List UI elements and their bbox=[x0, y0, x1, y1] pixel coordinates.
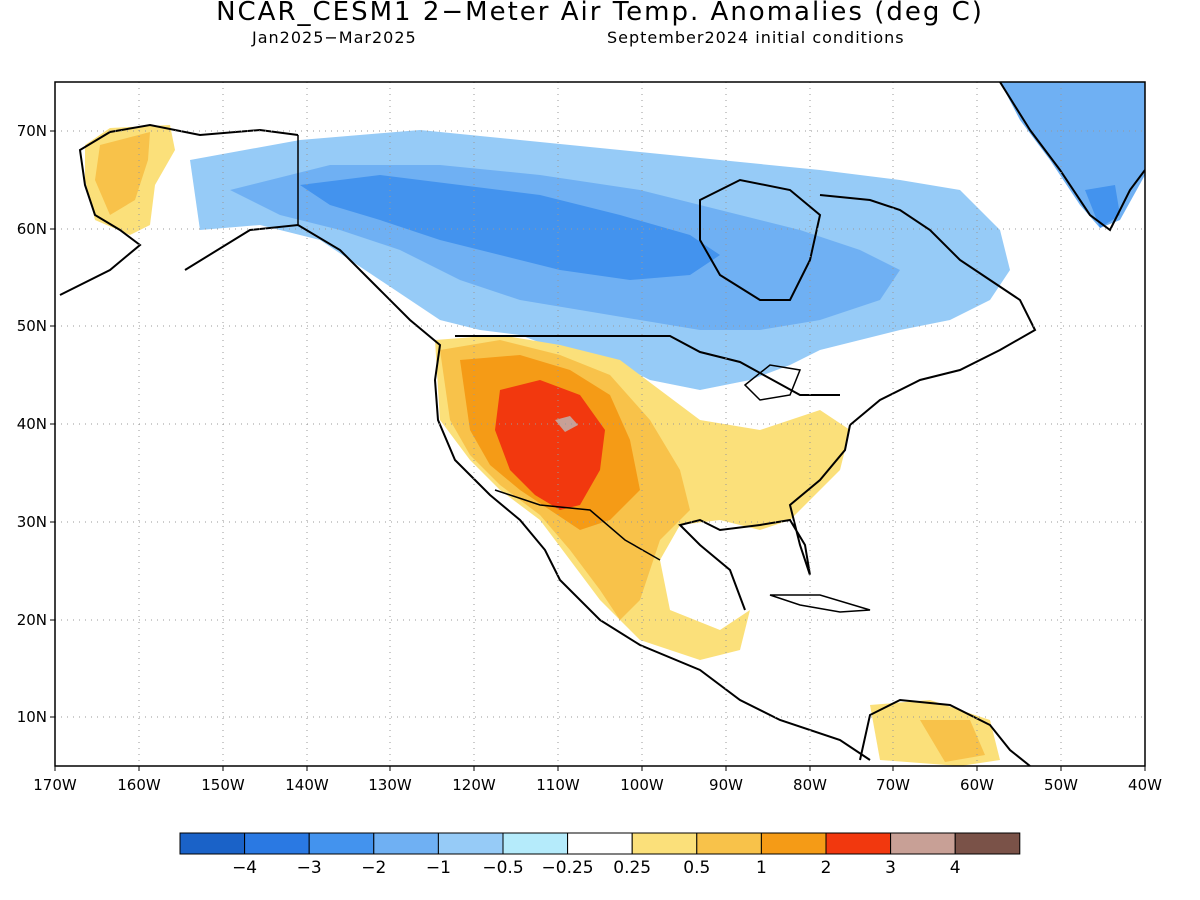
colorbar-label-10: 2 bbox=[821, 858, 832, 878]
lat-label-30n: 30N bbox=[17, 513, 47, 531]
anomaly-warm-us-core bbox=[495, 380, 605, 510]
outline-cuba bbox=[769, 594, 871, 613]
colorbar-box-1 bbox=[179, 832, 246, 855]
lon-label-80w: 80W bbox=[793, 776, 827, 794]
colorbar-label-1: −4 bbox=[232, 858, 257, 878]
colorbar-box-11 bbox=[825, 832, 892, 855]
colorbar-label-7: 0.25 bbox=[613, 858, 651, 878]
map-title: NCAR_CESM1 2−Meter Air Temp. Anomalies (… bbox=[216, 0, 984, 27]
forecast-period: Jan2025−Mar2025 bbox=[252, 28, 417, 47]
colorbar-box-13 bbox=[954, 832, 1021, 855]
coastline-gulf-mexico bbox=[678, 424, 851, 611]
lon-label-160w: 160W bbox=[117, 776, 161, 794]
lon-label-60w: 60W bbox=[960, 776, 994, 794]
colorbar-label-12: 4 bbox=[950, 858, 961, 878]
lon-label-140w: 140W bbox=[285, 776, 329, 794]
lon-label-170w: 170W bbox=[33, 776, 77, 794]
colorbar-box-9 bbox=[696, 832, 762, 855]
anomaly-field bbox=[85, 82, 1145, 766]
colorbar-box-12 bbox=[890, 832, 956, 855]
lon-label-120w: 120W bbox=[452, 776, 496, 794]
coastline-alaska bbox=[59, 123, 299, 296]
anomaly-cold-canada-strong bbox=[300, 175, 720, 280]
colorbar-box-7 bbox=[567, 832, 633, 855]
lon-label-50w: 50W bbox=[1044, 776, 1078, 794]
lon-label-150w: 150W bbox=[201, 776, 245, 794]
colorbar-label-11: 3 bbox=[885, 858, 896, 878]
colorbar-label-9: 1 bbox=[756, 858, 767, 878]
lat-tick-marks bbox=[50, 130, 55, 718]
coastline-north-america-west bbox=[184, 223, 871, 761]
coastline-hudson-bay bbox=[699, 178, 822, 301]
colorbar-label-2: −3 bbox=[297, 858, 322, 878]
outline-great-lakes bbox=[743, 364, 802, 401]
anomaly-cold-greenland-south bbox=[1085, 185, 1120, 228]
lon-label-40w: 40W bbox=[1128, 776, 1162, 794]
colorbar-label-5: −0.5 bbox=[482, 858, 523, 878]
colorbar bbox=[179, 832, 1021, 855]
initial-conditions: September2024 initial conditions bbox=[607, 28, 905, 47]
colorbar-label-8: 0.5 bbox=[683, 858, 710, 878]
anomaly-warm-us-peak bbox=[555, 416, 578, 432]
coastline-greenland bbox=[999, 82, 1145, 232]
colorbar-box-3 bbox=[308, 832, 375, 855]
coastline-south-america bbox=[859, 698, 1031, 766]
colorbar-box-4 bbox=[373, 832, 439, 855]
lon-label-100w: 100W bbox=[620, 776, 664, 794]
colorbar-label-3: −2 bbox=[361, 858, 386, 878]
lon-tick-marks bbox=[54, 766, 1146, 771]
lat-label-10n: 10N bbox=[17, 708, 47, 726]
lon-label-110w: 110W bbox=[536, 776, 580, 794]
colorbar-box-2 bbox=[244, 832, 310, 855]
lon-label-90w: 90W bbox=[709, 776, 743, 794]
anomaly-warm-alaska-strong bbox=[95, 132, 150, 215]
coastline-east bbox=[819, 194, 1037, 426]
lat-label-50n: 50N bbox=[17, 317, 47, 335]
coastlines bbox=[59, 82, 1145, 766]
border-us-mexico bbox=[494, 489, 661, 561]
lat-label-60n: 60N bbox=[17, 220, 47, 238]
gridlines bbox=[55, 82, 1145, 766]
colorbar-box-10 bbox=[760, 832, 827, 855]
border-us-canada bbox=[455, 335, 840, 396]
lon-label-130w: 130W bbox=[368, 776, 412, 794]
colorbar-box-6 bbox=[502, 832, 569, 855]
colorbar-label-4: −1 bbox=[426, 858, 451, 878]
anomaly-warm-venezuela-core bbox=[920, 720, 985, 762]
lat-label-70n: 70N bbox=[17, 122, 47, 140]
colorbar-box-8 bbox=[631, 832, 698, 855]
anomaly-cold-greenland bbox=[1000, 82, 1145, 228]
lon-label-70w: 70W bbox=[876, 776, 910, 794]
lat-label-20n: 20N bbox=[17, 611, 47, 629]
colorbar-label-6: −0.25 bbox=[542, 858, 594, 878]
lat-label-40n: 40N bbox=[17, 415, 47, 433]
colorbar-box-5 bbox=[437, 832, 504, 855]
